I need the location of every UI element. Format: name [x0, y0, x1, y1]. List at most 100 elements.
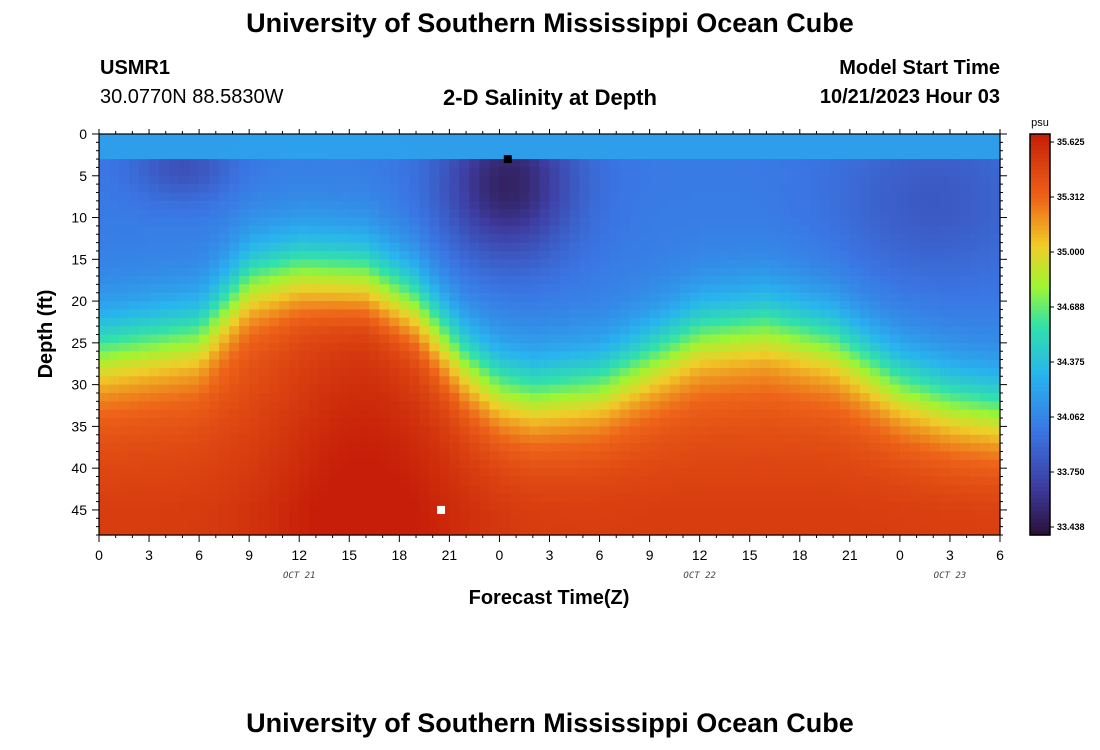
heatmap-cell [899, 301, 911, 311]
heatmap-cell [479, 142, 491, 152]
heatmap-cell [689, 401, 701, 411]
heatmap-cell [159, 342, 170, 352]
heatmap-cell [719, 276, 731, 285]
heatmap-cell [529, 267, 541, 277]
heatmap-cell [229, 267, 240, 277]
heatmap-cell [969, 267, 981, 277]
heatmap-cell [309, 259, 320, 269]
heatmap-cell [289, 317, 300, 327]
heatmap-cell [869, 351, 881, 361]
heatmap-cell [339, 501, 350, 511]
heatmap-cell [969, 301, 981, 311]
heatmap-cell [959, 134, 971, 143]
heatmap-cell [969, 426, 981, 436]
heatmap-cell [619, 184, 631, 194]
heatmap-cell [389, 317, 400, 327]
x-tick-label: 0 [95, 547, 103, 563]
heatmap-cell [779, 509, 791, 519]
heatmap-cell [879, 392, 891, 402]
heatmap-cell [239, 501, 250, 511]
heatmap-cell [179, 250, 190, 260]
heatmap-cell [779, 317, 791, 327]
x-tick-label: 0 [896, 547, 904, 563]
heatmap-cell [969, 367, 981, 377]
heatmap-cell [439, 326, 450, 336]
heatmap-cell [129, 209, 140, 219]
heatmap-cell [239, 150, 250, 160]
heatmap-cell [119, 518, 130, 528]
heatmap-cell [269, 526, 280, 536]
heatmap-cell [809, 259, 821, 269]
heatmap-cell [909, 234, 921, 244]
heatmap-cell [499, 309, 511, 319]
heatmap-cell [459, 409, 471, 419]
heatmap-cell [799, 476, 811, 486]
heatmap-cell [279, 267, 290, 277]
heatmap-cell [559, 250, 571, 260]
heatmap-cell [359, 267, 370, 277]
heatmap-cell [479, 234, 491, 244]
heatmap-cell [99, 518, 110, 528]
heatmap-cell [979, 367, 991, 377]
heatmap-cell [99, 167, 110, 177]
heatmap-cell [689, 225, 701, 235]
heatmap-cell [669, 443, 681, 453]
heatmap-cell [949, 418, 961, 427]
heatmap-cell [879, 150, 891, 160]
heatmap-cell [749, 392, 761, 402]
heatmap-cell [949, 409, 961, 419]
heatmap-cell [409, 167, 420, 177]
heatmap-cell [319, 376, 330, 386]
heatmap-cell [319, 401, 330, 411]
heatmap-cell [449, 259, 460, 269]
heatmap-cell [449, 134, 460, 143]
heatmap-cell [149, 225, 160, 235]
heatmap-cell [139, 301, 150, 311]
heatmap-cell [519, 284, 531, 294]
colorbar-swatch [1030, 490, 1050, 496]
heatmap-cell [169, 192, 180, 202]
heatmap-cell [329, 225, 340, 235]
heatmap-cell [399, 376, 410, 386]
heatmap-cell [229, 225, 240, 235]
heatmap-cell [229, 501, 240, 511]
heatmap-cell [809, 342, 821, 352]
colorbar-swatch [1030, 410, 1050, 416]
heatmap-cell [479, 342, 491, 352]
colorbar-swatch [1030, 466, 1050, 472]
heatmap-cell [809, 468, 821, 478]
heatmap-cell [219, 242, 230, 252]
heatmap-cell [889, 484, 901, 494]
heatmap-cell [309, 242, 320, 252]
heatmap-cell [569, 267, 581, 277]
heatmap-cell [919, 359, 931, 369]
heatmap-cell [739, 309, 751, 319]
heatmap-cell [809, 367, 821, 377]
heatmap-cell [889, 175, 901, 185]
heatmap-cell [229, 459, 240, 469]
heatmap-cell [369, 376, 380, 386]
heatmap-cell [909, 334, 921, 344]
heatmap-cell [969, 351, 981, 361]
heatmap-cell [239, 159, 250, 169]
heatmap-cell [689, 518, 701, 528]
heatmap-cell [729, 134, 741, 143]
heatmap-cell [439, 359, 450, 369]
heatmap-cell [759, 284, 771, 294]
heatmap-cell [189, 476, 200, 486]
heatmap-cell [259, 334, 270, 344]
heatmap-cell [749, 200, 761, 210]
heatmap-cell [789, 276, 801, 285]
heatmap-cell [209, 326, 220, 336]
heatmap-cell [519, 476, 531, 486]
heatmap-cell [719, 401, 731, 411]
heatmap-cell [99, 484, 110, 494]
heatmap-cell [229, 426, 240, 436]
heatmap-cell [779, 359, 791, 369]
heatmap-cell [599, 367, 611, 377]
heatmap-cell [169, 276, 180, 285]
heatmap-cell [359, 225, 370, 235]
heatmap-cell [529, 392, 541, 402]
heatmap-cell [679, 301, 691, 311]
heatmap-cell [799, 409, 811, 419]
